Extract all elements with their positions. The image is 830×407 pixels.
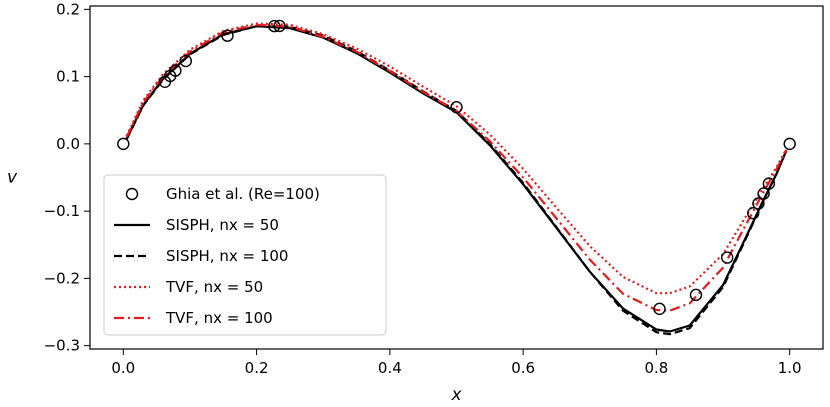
legend-entry-label: TVF, nx = 50 — [165, 278, 263, 296]
y-tick-label: 0.2 — [56, 0, 80, 18]
scatter-point — [450, 101, 463, 114]
scatter-point — [747, 207, 760, 220]
scatter-point — [757, 187, 770, 200]
scatter-point — [783, 137, 796, 151]
scatter-point — [653, 302, 666, 316]
legend-entry-label: Ghia et al. (Re=100) — [166, 185, 320, 203]
legend: Ghia et al. (Re=100) SISPH, nx = 50 SISPH,… — [103, 174, 387, 336]
scatter-point — [752, 197, 765, 210]
legend-marker — [125, 187, 139, 201]
legend-box — [103, 174, 387, 336]
scatter-point — [179, 54, 193, 68]
scatter-point — [117, 137, 130, 151]
scatter-point — [221, 29, 234, 42]
y-tick-label: −0.3 — [44, 337, 80, 355]
y-tick-label: 0.0 — [56, 135, 80, 153]
y-tick-label: −0.2 — [44, 269, 80, 287]
scatter-point — [689, 288, 703, 302]
legend-entry-label: TVF, nx = 100 — [165, 309, 273, 327]
series-line-3 — [125, 22, 788, 295]
y-axis: −0.3 −0.2 −0.1 0.0 0.1 0.2 — [44, 0, 90, 355]
series-line-2 — [125, 25, 788, 336]
legend-entry-label: SISPH, nx = 50 — [166, 216, 279, 234]
x-tick-label: 0.8 — [644, 359, 668, 377]
x-tick-label: 1.0 — [778, 359, 802, 377]
x-tick-label: 0.6 — [511, 359, 535, 377]
y-tick-label: 0.1 — [56, 68, 80, 86]
y-axis-label: v — [7, 168, 18, 188]
x-tick-label: 0.4 — [378, 359, 402, 377]
plot-area — [117, 19, 796, 336]
x-axis-label: x — [450, 385, 462, 405]
legend-entry-label: SISPH, nx = 100 — [166, 247, 288, 265]
scatter-point — [762, 177, 776, 190]
x-tick-label: 0.0 — [111, 359, 135, 377]
y-tick-label: −0.1 — [44, 202, 80, 220]
scatter-point — [721, 251, 734, 264]
plot-frame — [89, 5, 824, 350]
scatter-point — [273, 19, 286, 33]
x-axis: 0.0 0.2 0.4 0.6 0.8 1.0 — [111, 349, 802, 377]
scatter-point — [268, 19, 281, 33]
scatter-point — [169, 64, 182, 77]
x-tick-label: 0.2 — [245, 359, 269, 377]
